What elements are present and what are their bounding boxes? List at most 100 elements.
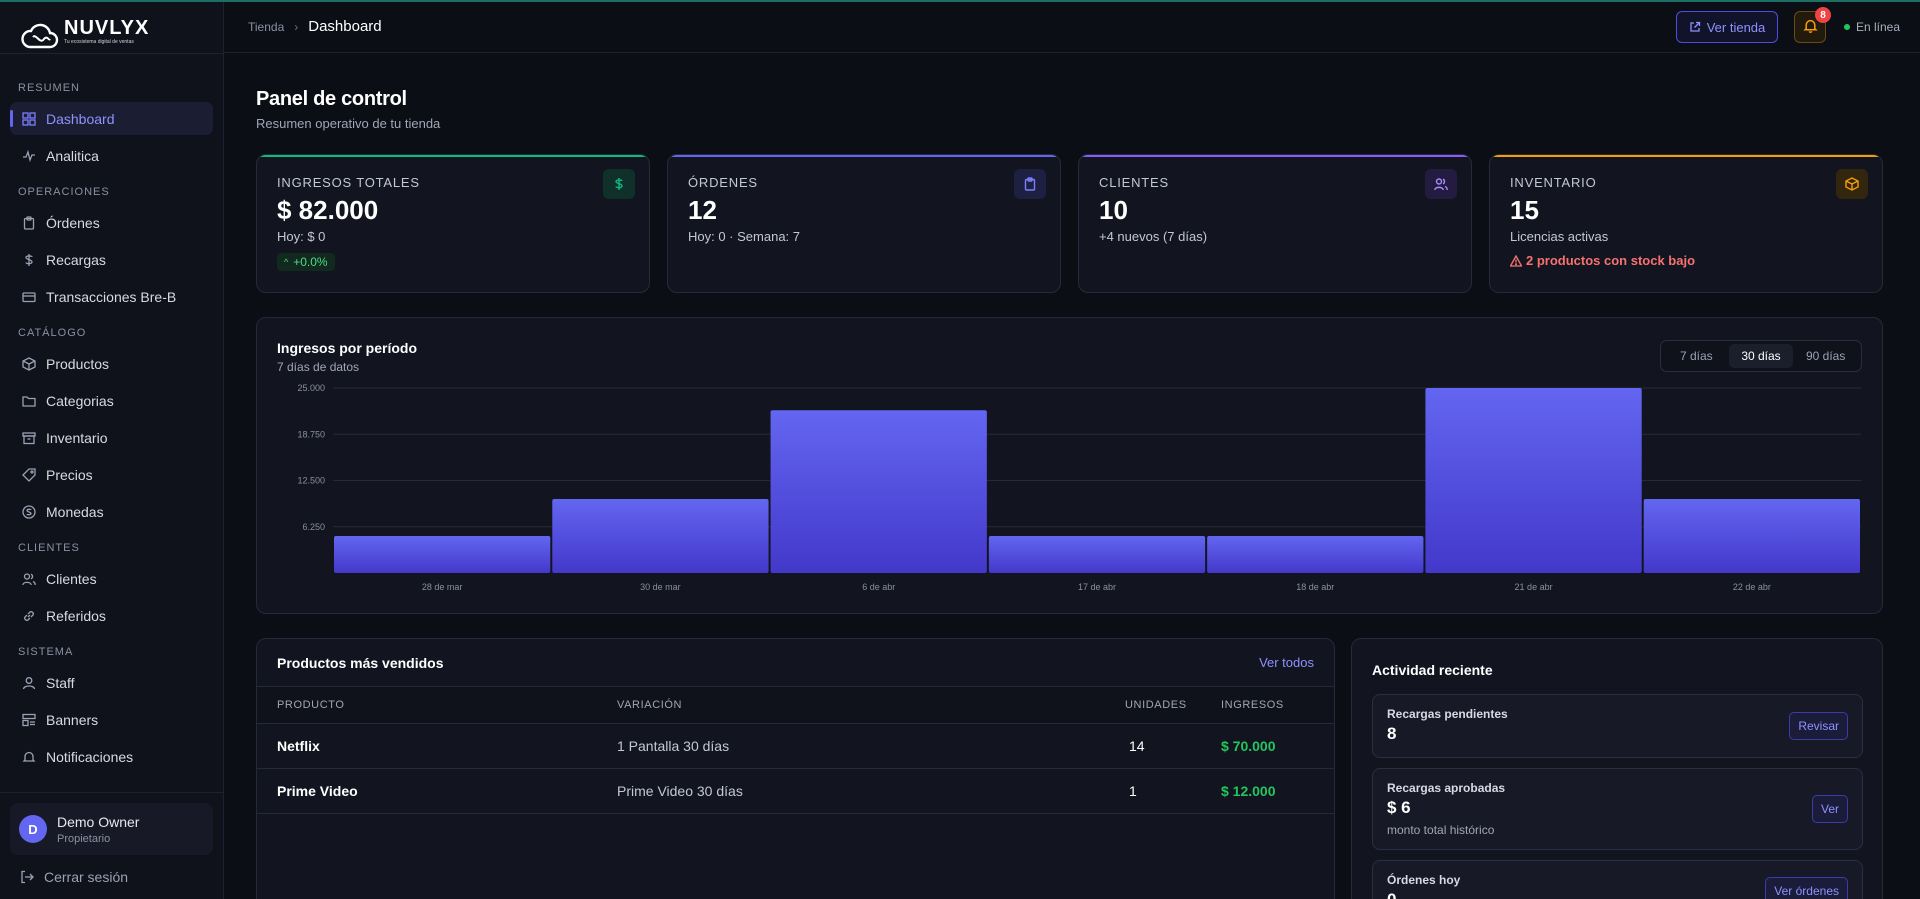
user-card[interactable]: D Demo Owner Propietario: [10, 803, 213, 855]
brand-tagline: Tu ecosistema digital de ventas: [64, 39, 134, 45]
users-icon: [1425, 169, 1457, 199]
revenue-bar[interactable]: [1207, 536, 1424, 573]
sidebar-item-label: Inventario: [46, 429, 108, 446]
table-row[interactable]: Netflix 1 Pantalla 30 días 14 $ 70.000: [257, 724, 1334, 769]
view-store-button[interactable]: Ver tienda: [1676, 11, 1778, 43]
stat-label: ÓRDENES: [688, 175, 758, 190]
top-header: Tienda › Dashboard Ver tienda 8 En línea: [224, 2, 1920, 53]
sidebar-item-monedas[interactable]: Monedas: [10, 495, 213, 528]
revenue-bar[interactable]: [1643, 499, 1860, 573]
sidebar-item-label: Dashboard: [46, 110, 115, 127]
product-name: Prime Video: [277, 783, 358, 799]
sidebar-nav: RESUMEN Dashboard Analitica OPERACIONES …: [0, 54, 223, 773]
sidebar-item-categorias[interactable]: Categorias: [10, 384, 213, 417]
activity-label: Recargas aprobadas: [1387, 781, 1506, 795]
sidebar-item-precios[interactable]: Precios: [10, 458, 213, 491]
card-icon: [22, 290, 36, 304]
warning-text: 2 productos con stock bajo: [1526, 253, 1696, 268]
cloud-logo-icon: [20, 23, 60, 51]
trend-chip: ^ +0.0%: [277, 253, 335, 271]
sidebar-item-productos[interactable]: Productos: [10, 347, 213, 380]
top-accent-line: [0, 0, 1920, 2]
sidebar-item-referidos[interactable]: Referidos: [10, 599, 213, 632]
sidebar-item-ordenes[interactable]: Órdenes: [10, 206, 213, 239]
revenue-bar-chart: 25.000 18.750 12.500 6.250 28 de mar 30 de ma…: [297, 383, 1861, 592]
tag-icon: [22, 467, 36, 482]
activity-label: Recargas pendientes: [1387, 707, 1508, 721]
range-90-days[interactable]: 90 días: [1805, 349, 1846, 363]
low-stock-warning[interactable]: 2 productos con stock bajo: [1510, 253, 1695, 268]
revenue-bar[interactable]: [988, 536, 1206, 573]
activity-title: Actividad reciente: [1372, 662, 1493, 678]
activity-item-orders-today: Órdenes hoy 0 Ver órdenes: [1372, 860, 1863, 899]
x-tick-label: 28 de mar: [422, 582, 463, 592]
page-subtitle: Resumen operativo de tu tienda: [256, 116, 441, 131]
banner-icon: [22, 713, 36, 727]
notifications-button[interactable]: 8: [1794, 7, 1831, 43]
sidebar-item-recargas[interactable]: Recargas: [10, 243, 213, 276]
sidebar-item-analitica[interactable]: Analitica: [10, 139, 213, 172]
product-variation: Prime Video 30 días: [617, 783, 743, 799]
breadcrumb-root[interactable]: Tienda: [248, 19, 285, 34]
sidebar-item-label: Referidos: [46, 607, 106, 624]
coin-icon: [22, 504, 36, 519]
logout-label: Cerrar sesión: [44, 869, 129, 885]
stat-label: CLIENTES: [1099, 175, 1169, 190]
stat-accent-bar: [668, 155, 1060, 157]
sidebar-item-banners[interactable]: Banners: [10, 703, 213, 736]
external-link-icon: [1689, 21, 1701, 33]
box-icon: [1836, 169, 1868, 199]
page-title: Panel de control: [256, 88, 407, 110]
product-name: Netflix: [277, 738, 320, 754]
view-orders-button[interactable]: Ver órdenes: [1765, 877, 1848, 899]
stat-card-inventory: INVENTARIO 15 Licencias activas 2 produc…: [1489, 154, 1883, 293]
view-all-link[interactable]: Ver todos: [1259, 655, 1314, 670]
sidebar: NUVLYX Tu ecosistema digital de ventas R…: [0, 2, 224, 899]
revenue-bar[interactable]: [1425, 388, 1642, 573]
main-content: Panel de control Resumen operativo de tu…: [224, 53, 1920, 899]
sidebar-item-label: Monedas: [46, 503, 104, 520]
sidebar-item-notificaciones[interactable]: Notificaciones: [10, 740, 213, 773]
sidebar-item-clientes[interactable]: Clientes: [10, 562, 213, 595]
sidebar-item-dashboard[interactable]: Dashboard: [10, 102, 213, 135]
x-tick-label: 30 de mar: [640, 582, 681, 592]
sidebar-item-label: Recargas: [46, 251, 106, 268]
sidebar-item-label: Productos: [46, 355, 110, 372]
sidebar-item-label: Clientes: [46, 570, 97, 587]
view-button[interactable]: Ver: [1811, 795, 1848, 823]
chart-title: Ingresos por período: [277, 340, 418, 356]
sidebar-item-staff[interactable]: Staff: [10, 666, 213, 699]
revenue-bar[interactable]: [552, 499, 769, 573]
stat-sub: Hoy: 0 · Semana: 7: [688, 229, 800, 244]
column-header: PRODUCTO: [277, 699, 345, 711]
status-label: En línea: [1856, 20, 1901, 34]
sidebar-item-label: Notificaciones: [46, 748, 134, 765]
table-row[interactable]: Prime Video Prime Video 30 días 1 $ 12.0…: [257, 769, 1334, 814]
logout-button[interactable]: Cerrar sesión: [0, 855, 223, 899]
staff-icon: [22, 676, 36, 690]
revenue-bar[interactable]: [770, 410, 987, 573]
sidebar-item-inventario[interactable]: Inventario: [10, 421, 213, 454]
grid-icon: [22, 111, 36, 126]
product-variation: 1 Pantalla 30 días: [617, 738, 730, 754]
status-indicator: En línea: [1844, 20, 1900, 34]
nav-section-title: OPERACIONES: [18, 186, 110, 198]
breadcrumb-current: Dashboard: [308, 18, 382, 35]
archive-icon: [22, 431, 36, 445]
sidebar-footer: D Demo Owner Propietario Cerrar sesión: [0, 792, 223, 899]
stat-card-orders: ÓRDENES 12 Hoy: 0 · Semana: 7: [667, 154, 1061, 293]
stat-value: 15: [1510, 195, 1539, 225]
brand-name: NUVLYX: [64, 17, 150, 39]
chart-subtitle: 7 días de datos: [277, 360, 360, 374]
x-tick-label: 6 de abr: [862, 582, 895, 592]
sidebar-item-transacciones[interactable]: Transacciones Bre-B: [10, 280, 213, 313]
brand-logo[interactable]: NUVLYX Tu ecosistema digital de ventas: [0, 2, 223, 54]
revenue-bar[interactable]: [334, 536, 551, 573]
column-header: VARIACIÓN: [617, 699, 683, 711]
review-button[interactable]: Revisar: [1789, 712, 1848, 740]
y-tick-label: 25.000: [297, 383, 325, 393]
range-30-days[interactable]: 30 días: [1728, 344, 1794, 368]
range-7-days[interactable]: 7 días: [1679, 349, 1713, 363]
stat-value: 12: [688, 195, 717, 225]
activity-value: $ 6: [1387, 798, 1411, 817]
